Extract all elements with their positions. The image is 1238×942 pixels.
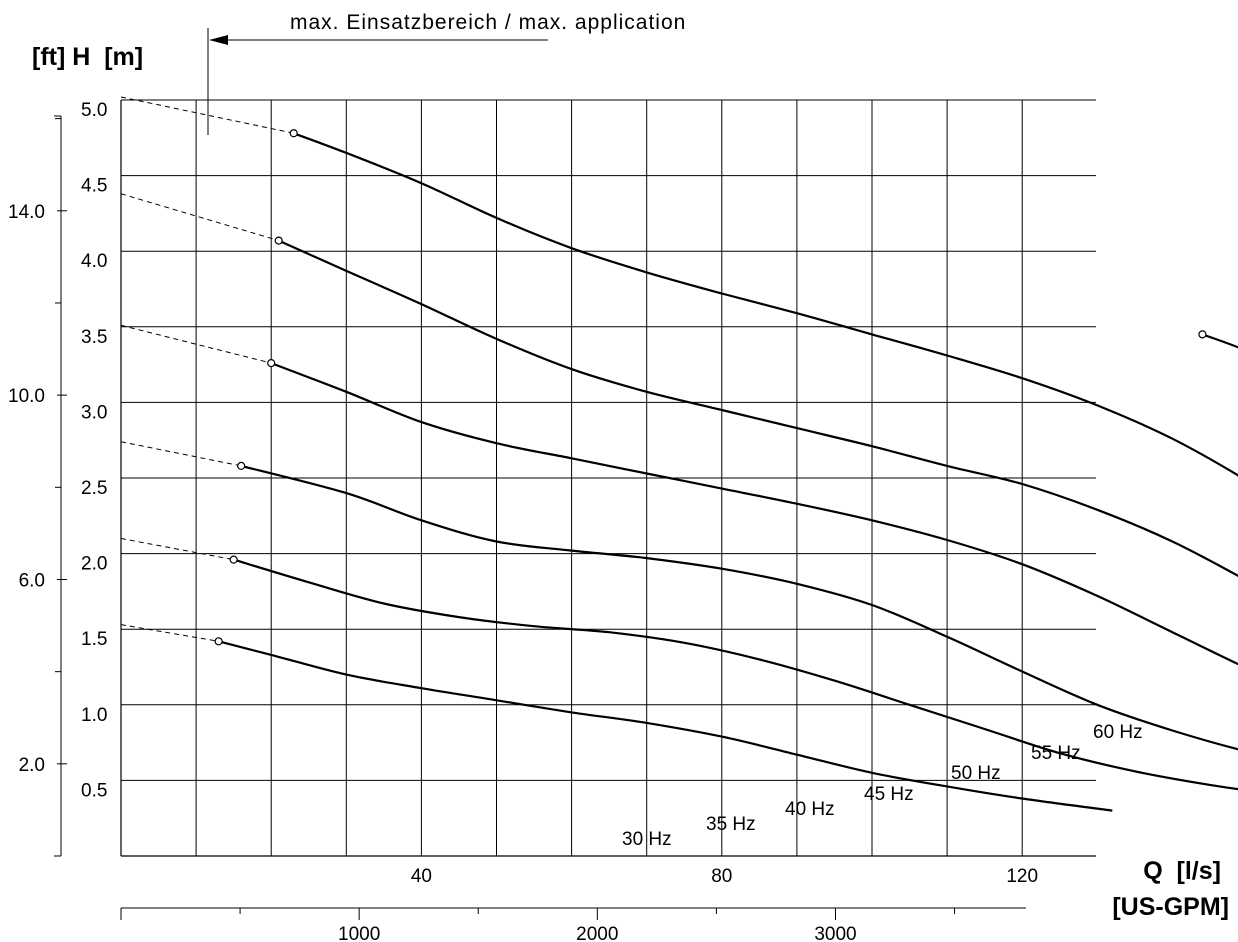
curve-label-45hz: 45 Hz	[864, 784, 914, 805]
curve-extension-45hz	[120, 324, 272, 364]
curve-55hz	[293, 132, 1238, 477]
x-tick-label: 40	[411, 866, 432, 887]
curve-start-marker-35hz	[229, 555, 238, 564]
y-tick-label: 1.0	[81, 705, 107, 726]
curve-50hz	[278, 239, 1238, 577]
x-axis-title: Q [l/s]	[1143, 857, 1221, 885]
grid-lines	[121, 99, 1096, 856]
curve-start-marker-50hz	[274, 236, 283, 245]
curve-label-55hz: 55 Hz	[1031, 743, 1081, 764]
series-curves	[214, 129, 1238, 812]
curve-extension-55hz	[120, 96, 294, 134]
y-tick-label: 1.5	[81, 629, 107, 650]
curve-extension-30hz	[120, 624, 219, 642]
curve-60hz	[1202, 333, 1238, 349]
curve-label-60hz: 60 Hz	[1093, 722, 1143, 743]
curve-extension-35hz	[120, 537, 234, 561]
y-axis-title: [ft] H [m]	[32, 43, 143, 71]
y-tick-label: 3.0	[81, 402, 107, 423]
y-tick-label: 4.5	[81, 176, 107, 197]
ft-tick-label: 14.0	[8, 202, 45, 223]
curve-label-30hz: 30 Hz	[622, 829, 672, 850]
annotation-arrowhead	[209, 35, 228, 45]
curve-start-marker-45hz	[267, 358, 276, 368]
curve-40hz	[240, 464, 1238, 751]
ft-tick-label: 2.0	[19, 755, 45, 776]
curve-start-marker-40hz	[237, 461, 246, 471]
curve-extensions	[120, 96, 294, 642]
y-tick-label: 0.5	[81, 780, 107, 801]
y-tick-label: 4.0	[81, 251, 107, 272]
x-tick-label: 120	[1006, 866, 1038, 887]
gpm-tick-label: 1000	[338, 924, 380, 942]
curve-extension-40hz	[120, 441, 242, 467]
annotation-text: max. Einsatzbereich / max. application	[290, 11, 686, 34]
curve-extension-50hz	[120, 193, 279, 242]
x-tick-label: 80	[711, 866, 732, 887]
ft-tick-label: 10.0	[8, 386, 45, 407]
axes	[54, 100, 1096, 920]
curve-label-35hz: 35 Hz	[706, 814, 756, 835]
tick-labels: 2.0 6.0 10.0 14.0 0.5 1.0 1.5 2.0 2.5 3.0 3.5 4.0 4.…	[8, 100, 1143, 942]
x2-axis-title: [US-GPM]	[1112, 893, 1229, 921]
curve-35hz	[233, 558, 1238, 791]
curve-label-50hz: 50 Hz	[951, 763, 1001, 784]
gpm-tick-label: 2000	[576, 924, 618, 942]
y-tick-label: 2.5	[81, 478, 107, 499]
curve-45hz	[270, 362, 1238, 666]
y-tick-label: 5.0	[81, 100, 107, 121]
curve-label-40hz: 40 Hz	[785, 799, 835, 820]
curve-start-marker-55hz	[289, 129, 298, 138]
y-tick-label: 3.5	[81, 327, 107, 348]
y-tick-label: 2.0	[81, 554, 107, 575]
gpm-tick-label: 3000	[814, 924, 856, 942]
curve-30hz	[218, 640, 1113, 812]
curve-start-marker-30hz	[214, 637, 223, 646]
curve-start-marker-60hz	[1198, 330, 1207, 339]
ft-tick-label: 6.0	[19, 570, 45, 591]
